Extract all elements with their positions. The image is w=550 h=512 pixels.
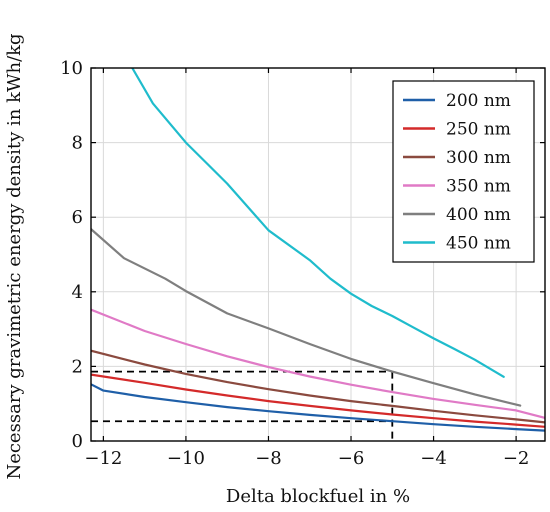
y-tick-label: 0 [72,431,83,452]
series-line-450-nm [131,68,505,378]
y-tick-labels: 0 2 4 6 8 10 [60,58,83,452]
x-tick-label: −12 [84,448,122,469]
y-tick-label: 8 [72,133,83,154]
y-tick-label: 10 [60,58,83,79]
x-tick-label: −8 [255,448,282,469]
series-line-350-nm [91,308,545,419]
x-tick-label: −2 [503,448,530,469]
legend-label: 400 nm [446,205,511,225]
y-tick-label: 4 [72,282,83,303]
series-line-250-nm [91,373,545,428]
axis-ticks [91,67,545,442]
legend-label: 350 nm [446,177,511,197]
series-line-400-nm [91,228,522,407]
y-tick-label: 6 [72,207,83,228]
x-tick-label: −10 [167,448,205,469]
x-tick-label: −4 [420,448,447,469]
x-tick-labels: −12 −10 −8 −6 −4 −2 [84,448,529,469]
plot-area [91,68,545,441]
legend-label: 300 nm [446,148,511,168]
y-tick-label: 2 [72,356,83,377]
annotation-layer [91,370,394,441]
series-line-200-nm [91,383,545,432]
x-axis-title: Delta blockfuel in % [226,486,410,507]
legend-label: 200 nm [446,91,511,111]
plot-frame [90,67,546,442]
legend-box [392,80,535,263]
series-layer [91,68,545,432]
legend-label: 250 nm [446,120,511,140]
legend-label: 450 nm [446,234,511,254]
x-tick-label: −6 [338,448,365,469]
series-line-300-nm [91,349,545,424]
legend: 200 nm 250 nm 300 nm 350 nm 400 nm 450 nm [392,80,535,263]
y-axis-title: Necessary gravimetric energy density in … [4,33,25,479]
